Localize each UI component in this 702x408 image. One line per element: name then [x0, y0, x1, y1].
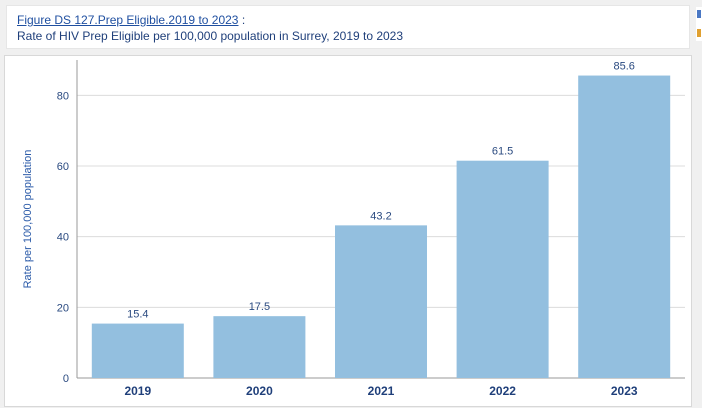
figure-title-line: Figure DS 127.Prep Eligible.2019 to 2023…	[17, 13, 245, 27]
bar[interactable]	[578, 75, 671, 379]
y-tick-label: 20	[57, 302, 69, 314]
side-highlight-mark	[697, 29, 701, 37]
bar[interactable]	[91, 323, 184, 378]
y-axis-title: Rate per 100,000 population	[22, 150, 34, 289]
bar-chart: 0 20 40 60 80 15.4 2019 17.5 2020 43.2 2021 61.5 202…	[22, 60, 685, 398]
data-label: 17.5	[249, 301, 270, 313]
y-tick-label: 0	[63, 373, 69, 385]
y-tick-label: 40	[57, 232, 69, 244]
side-panel-edge	[696, 7, 702, 41]
x-tick-label: 2019	[124, 384, 151, 398]
title-separator: :	[238, 13, 246, 27]
x-tick-label: 2021	[368, 384, 395, 398]
data-label: 85.6	[613, 61, 634, 73]
x-tick-label: 2023	[611, 384, 638, 398]
y-tick-label: 60	[57, 161, 69, 173]
side-link-mark[interactable]	[697, 10, 701, 18]
figure-link[interactable]: Figure DS 127.Prep Eligible.2019 to 2023	[17, 13, 239, 27]
data-label: 43.2	[370, 210, 391, 222]
bar[interactable]	[456, 160, 549, 378]
x-tick-label: 2020	[246, 384, 273, 398]
chart-panel: 0 20 40 60 80 15.4 2019 17.5 2020 43.2 2021 61.5 202…	[4, 55, 692, 407]
data-label: 15.4	[127, 309, 148, 321]
figure-title-box: Figure DS 127.Prep Eligible.2019 to 2023…	[6, 5, 690, 49]
data-label: 61.5	[492, 146, 513, 158]
bar[interactable]	[335, 225, 427, 378]
x-tick-label: 2022	[489, 384, 516, 398]
y-tick-label: 80	[57, 90, 69, 102]
chart-subtitle: Rate of HIV Prep Eligible per 100,000 po…	[17, 29, 404, 43]
bar[interactable]	[213, 316, 306, 378]
